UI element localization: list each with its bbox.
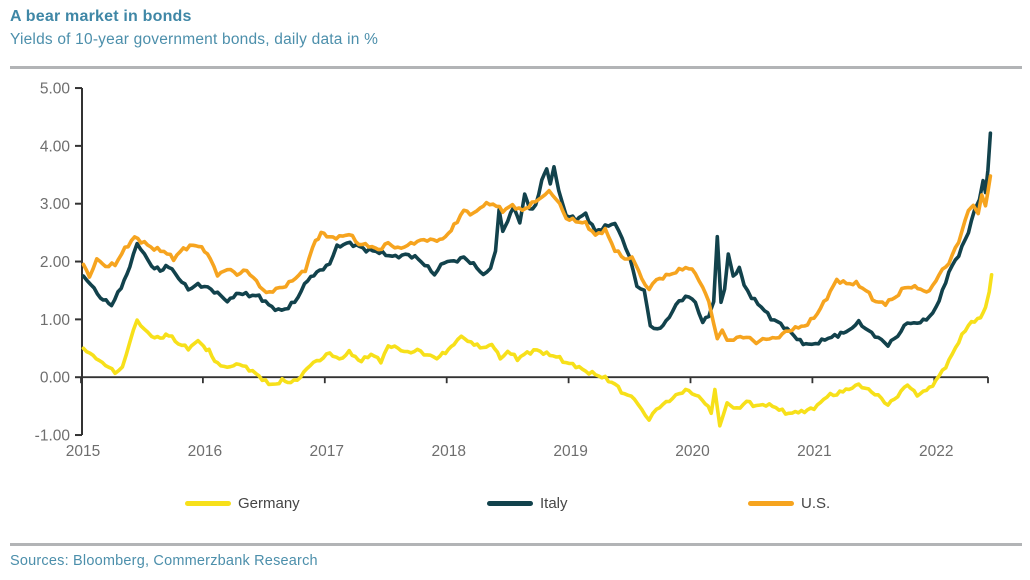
source-note: Sources: Bloomberg, Commerzbank Research xyxy=(10,553,318,569)
chart-subtitle: Yields of 10-year government bonds, dail… xyxy=(10,31,379,48)
svg-text:2019: 2019 xyxy=(553,443,587,460)
svg-text:-1.00: -1.00 xyxy=(35,428,71,445)
svg-text:4.00: 4.00 xyxy=(40,138,71,155)
svg-text:1.00: 1.00 xyxy=(40,312,71,329)
svg-text:2018: 2018 xyxy=(431,443,465,460)
svg-text:2021: 2021 xyxy=(797,443,831,460)
page-title: A bear market in bonds xyxy=(10,8,192,25)
svg-text:2.00: 2.00 xyxy=(40,254,71,271)
svg-text:2017: 2017 xyxy=(310,443,344,460)
svg-text:2016: 2016 xyxy=(188,443,222,460)
germany-line-swatch xyxy=(185,500,231,506)
svg-text:2020: 2020 xyxy=(675,443,710,460)
legend-item-italy: Italy xyxy=(487,494,568,512)
legend-label-italy: Italy xyxy=(540,494,568,512)
top-divider xyxy=(10,66,1022,69)
us-line-swatch xyxy=(748,500,794,506)
legend-label-us: U.S. xyxy=(801,494,831,512)
italy-line-swatch xyxy=(487,500,533,506)
svg-text:0.00: 0.00 xyxy=(40,370,71,387)
legend-label-germany: Germany xyxy=(238,494,300,512)
svg-text:5.00: 5.00 xyxy=(40,81,71,98)
svg-text:2015: 2015 xyxy=(66,443,100,460)
legend-item-germany: Germany xyxy=(185,494,300,512)
svg-text:2022: 2022 xyxy=(919,443,953,460)
legend-item-us: U.S. xyxy=(748,494,830,512)
svg-text:3.00: 3.00 xyxy=(40,196,71,213)
bottom-divider xyxy=(10,543,1022,546)
